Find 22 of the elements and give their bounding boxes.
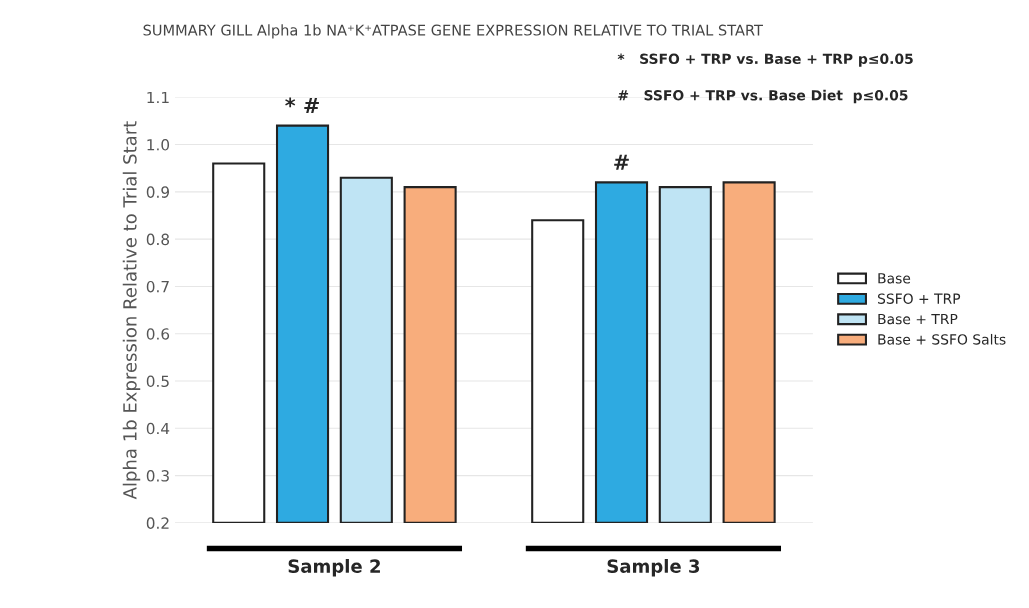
y-tick-label: 0.7 xyxy=(146,280,169,293)
chart-title: SUMMARY GILL Alpha 1b NA⁺K⁺ATPASE GENE EXPRESSION RELATIVE TO TRIAL START xyxy=(143,24,763,39)
y-tick-label: 1.0 xyxy=(147,139,170,151)
legend-label: Base + TRP xyxy=(878,313,958,325)
y-tick-label: 0.4 xyxy=(146,422,170,435)
y-tick-label: 0.6 xyxy=(146,328,170,340)
legend-label: Base xyxy=(878,273,911,284)
y-tick-label: 0.9 xyxy=(146,186,169,198)
x-tick-label: Sample 3 xyxy=(607,558,700,577)
text: * SSFO + TRP vs. Base + TRP p≤0.05 xyxy=(617,53,913,67)
y-tick-label: 0.5 xyxy=(146,375,169,388)
y-axis-title: Alpha 1b Expression Relative to Trial Start xyxy=(122,121,141,500)
legend-label: SSFO + TRP xyxy=(877,293,961,304)
y-tick-label: 0.3 xyxy=(146,470,169,482)
annotation: # xyxy=(614,154,629,170)
annotation: * # xyxy=(285,97,319,113)
y-tick-label: 0.8 xyxy=(146,233,170,246)
legend-label: Base + SSFO Salts xyxy=(878,333,1006,345)
annotation: # SSFO + TRP vs. Base Diet p≤0.05 xyxy=(618,89,908,104)
y-tick-label: 0.2 xyxy=(146,517,169,529)
y-tick-label: 1.1 xyxy=(147,91,169,104)
x-tick-label: Sample 2 xyxy=(288,558,380,577)
